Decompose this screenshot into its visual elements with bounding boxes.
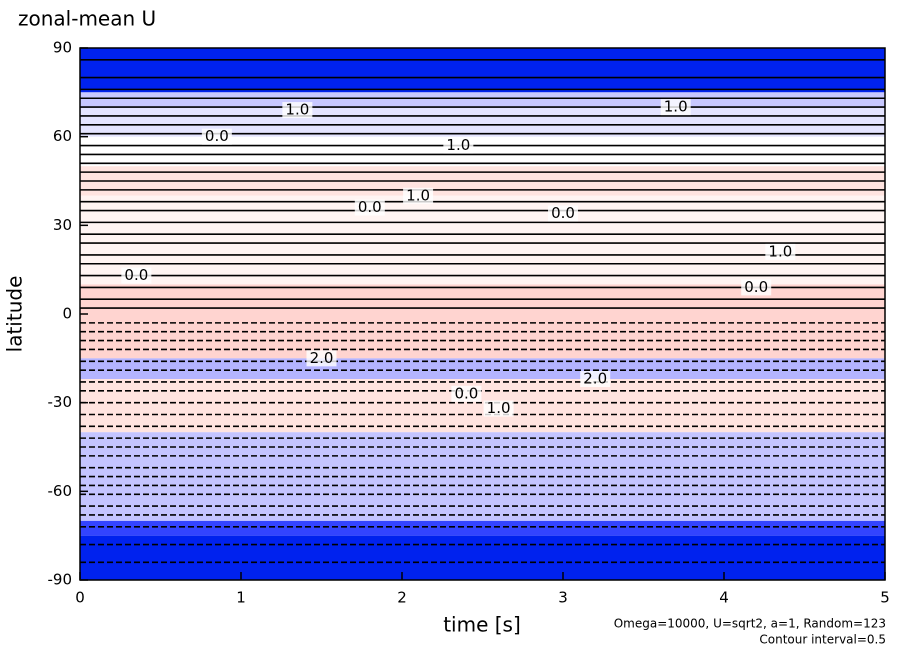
note: Contour interval=0.5: [759, 633, 886, 647]
shaded-band: [80, 195, 885, 285]
label-bg: [282, 102, 313, 119]
label-bg: [121, 267, 152, 284]
shaded-band: [80, 284, 885, 359]
note: Omega=10000, U=sqrt2, a=1, Random=123: [614, 617, 886, 631]
shaded-band: [80, 92, 885, 108]
contour-label: 1.0: [446, 136, 470, 154]
contour-label: 1.0: [664, 98, 688, 116]
y-tick-label: -60: [48, 482, 73, 500]
contour-label: 0.0: [205, 127, 229, 145]
contour-label: 1.0: [768, 242, 792, 260]
shaded-band: [80, 358, 885, 380]
x-axis-label: time [s]: [443, 613, 521, 637]
shaded-band: [80, 48, 885, 93]
y-tick-label: -30: [48, 393, 73, 411]
contour-label: 0.0: [744, 278, 768, 296]
x-tick-label: 4: [719, 589, 729, 607]
label-bg: [354, 199, 385, 216]
shaded-band: [80, 520, 885, 536]
x-tick-label: 1: [236, 589, 246, 607]
y-tick-label: -90: [48, 571, 73, 589]
shaded-band: [80, 535, 885, 580]
contour-label: 0.0: [358, 198, 382, 216]
x-tick-label: 0: [75, 589, 85, 607]
contour-label: 1.0: [285, 101, 309, 119]
label-bg: [443, 137, 474, 154]
x-tick-label: 3: [558, 589, 568, 607]
label-bg: [403, 187, 434, 204]
contour-label: 0.0: [124, 266, 148, 284]
y-tick-label: 60: [53, 127, 72, 145]
contour-label: 1.0: [406, 186, 430, 204]
label-bg: [306, 350, 337, 367]
label-bg: [741, 279, 772, 296]
contour-label: 0.0: [551, 204, 575, 222]
label-bg: [548, 205, 578, 222]
x-tick-label: 2: [397, 589, 407, 607]
label-bg: [580, 371, 611, 388]
contour-label: 0.0: [454, 384, 478, 402]
label-bg: [201, 128, 232, 145]
x-tick-label: 5: [880, 589, 890, 607]
y-tick-label: 90: [53, 39, 72, 57]
shaded-band: [80, 379, 885, 433]
y-tick-label: 0: [62, 305, 72, 323]
label-bg: [660, 99, 691, 116]
label-bg: [451, 385, 482, 402]
label-bg: [765, 243, 796, 260]
chart-title: zonal-mean U: [18, 7, 156, 31]
contour-label: 2.0: [583, 370, 607, 388]
contour-label: 2.0: [310, 349, 334, 367]
shaded-band: [80, 107, 885, 137]
y-axis-label: latitude: [3, 276, 27, 353]
contour-label: 1.0: [487, 399, 511, 417]
label-bg: [483, 400, 514, 417]
y-tick-label: 30: [53, 216, 72, 234]
